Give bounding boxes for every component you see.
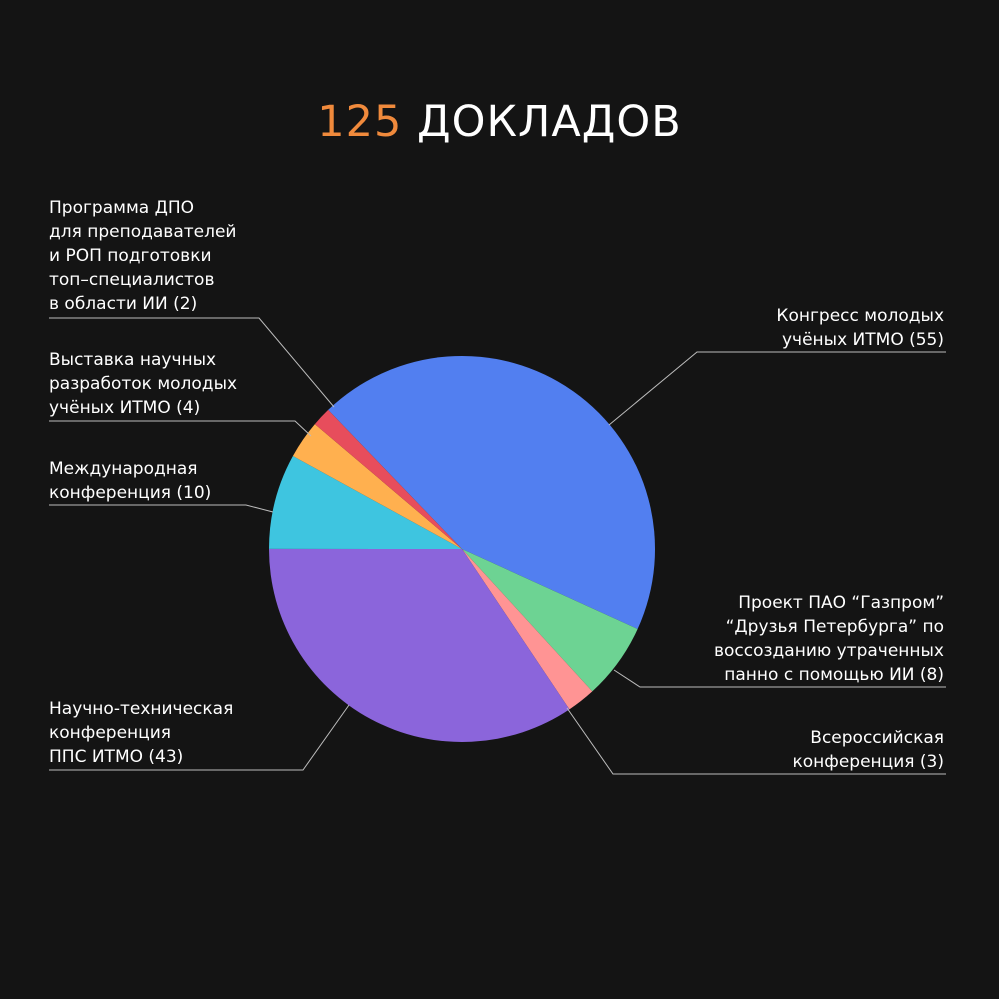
label-all-russian-conference: Всероссийская конференция (3) (792, 728, 944, 772)
slice-scientific-technical-conference (268, 548, 570, 742)
slice-gazprom-project (462, 549, 638, 692)
chart-title: 125 ДОКЛАДОВ (0, 96, 999, 148)
leader-dpo-program (49, 317, 335, 408)
leader-exhibition (49, 420, 312, 437)
label-exhibition: Выставка научных разработок молодых учён… (49, 350, 238, 418)
leader-all-russian-conference (566, 707, 946, 775)
slice-exhibition (292, 424, 462, 549)
label-international-conference: Международная конференция (10) (49, 459, 212, 503)
title-text: ДОКЛАДОВ (417, 97, 682, 147)
slice-all-russian-conference (462, 549, 593, 710)
leader-congress (608, 351, 946, 426)
leader-gazprom-project (613, 669, 946, 688)
leader-scientific-technical-conference (49, 704, 350, 771)
label-dpo-program: Программа ДПО для преподавателей и РОП п… (49, 198, 237, 314)
leader-international-conference (49, 504, 274, 513)
label-scientific-technical-conference: Научно-техническая конференция ППС ИТМО … (49, 699, 234, 767)
label-congress: Конгресс молодых учёных ИТМО (55) (776, 306, 944, 350)
label-gazprom-project: Проект ПАО “Газпром” “Друзья Петербурга”… (714, 593, 944, 685)
slice-congress (328, 355, 656, 630)
slice-dpo-program (314, 409, 462, 549)
title-number: 125 (317, 97, 403, 147)
slice-international-conference (269, 455, 462, 549)
